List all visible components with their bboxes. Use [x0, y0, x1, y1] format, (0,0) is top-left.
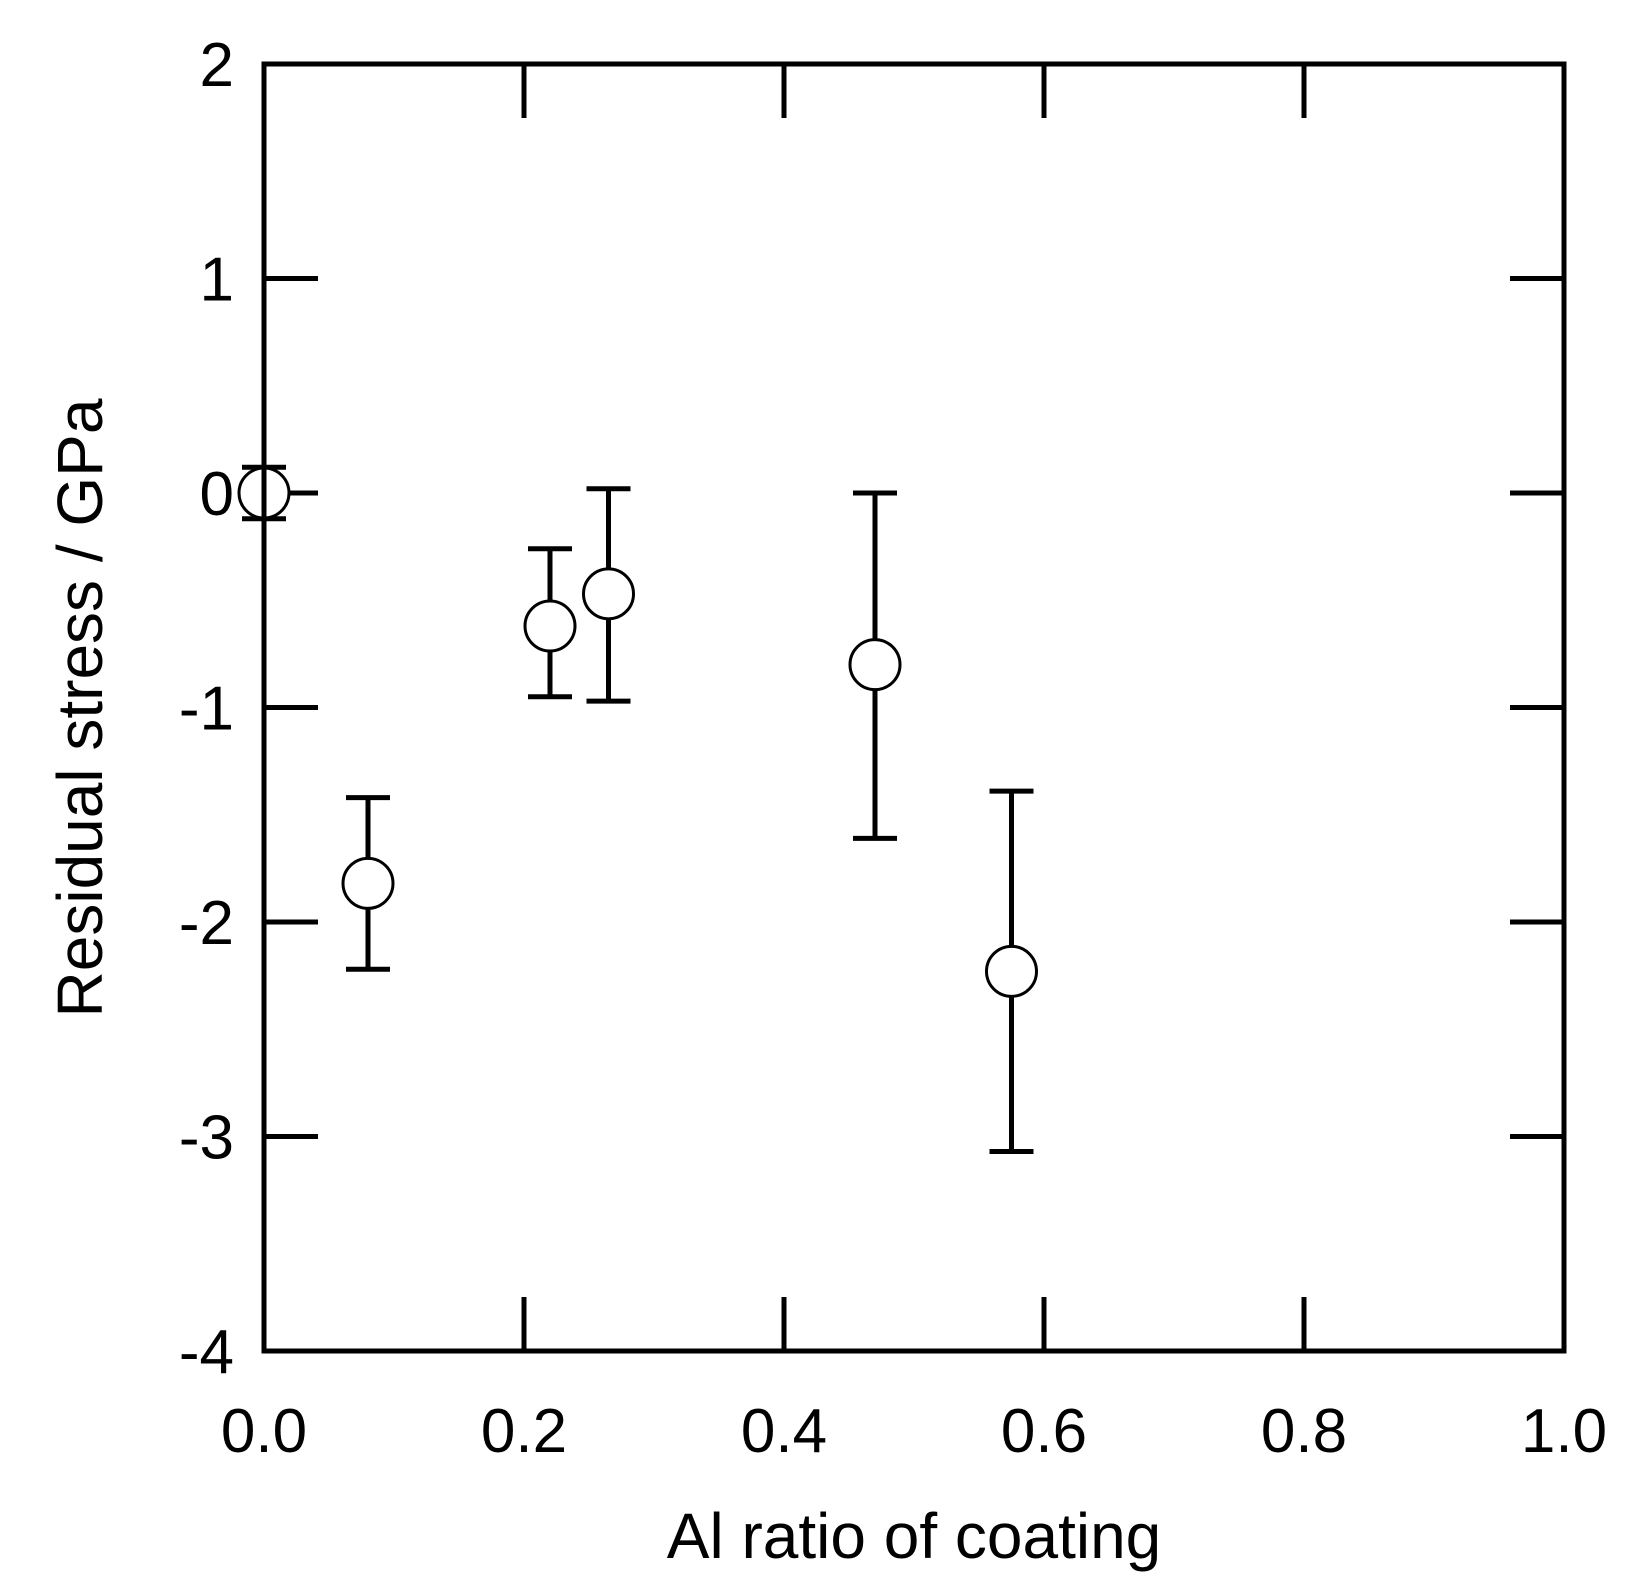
- plot-frame: [261, 61, 1567, 1354]
- y-tick-label: 1: [200, 246, 234, 315]
- x-tick-label: 0.2: [481, 1397, 567, 1466]
- x-tick-label: 1.0: [1521, 1397, 1607, 1466]
- y-tick-label: -2: [179, 889, 234, 958]
- data-point: [848, 638, 902, 692]
- y-tick-label: -3: [179, 1104, 234, 1173]
- error-bars: [242, 464, 1034, 1155]
- x-tick-label: 0.8: [1261, 1397, 1347, 1466]
- data-points: [237, 466, 1038, 998]
- y-tick-labels: 2 1 0 -1 -2 -3 -4: [179, 31, 234, 1387]
- y-axis-title: Residual stress / GPa: [44, 398, 116, 1017]
- y-tick-label: 2: [200, 31, 234, 100]
- y-tick-label: 0: [200, 460, 234, 529]
- x-axis-title: Al ratio of coating: [667, 1500, 1162, 1572]
- axis-ticks: [264, 64, 1564, 1351]
- x-tick-label: 0.6: [1001, 1397, 1087, 1466]
- x-tick-label: 0.0: [221, 1397, 307, 1466]
- x-tick-labels: 0.0 0.2 0.4 0.6 0.8 1.0: [221, 1397, 1607, 1466]
- data-point: [523, 599, 577, 653]
- data-point: [582, 567, 635, 621]
- y-tick-label: -4: [179, 1318, 234, 1387]
- x-tick-label: 0.4: [741, 1397, 827, 1466]
- y-tick-label: -1: [179, 675, 234, 744]
- data-point: [341, 856, 395, 910]
- data-point: [985, 944, 1038, 998]
